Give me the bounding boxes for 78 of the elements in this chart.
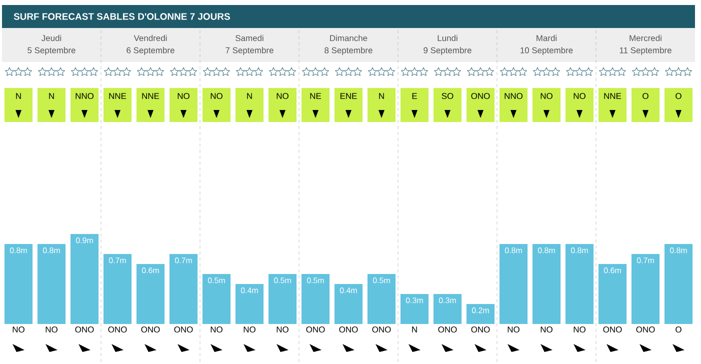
bar xyxy=(433,294,462,324)
text: O xyxy=(642,93,648,99)
bar xyxy=(37,244,66,324)
text: NO xyxy=(540,93,552,99)
text: Mercredi xyxy=(630,34,662,42)
text: 9 Septembre xyxy=(424,47,472,55)
bar xyxy=(499,244,528,324)
x-tick-label: ONO xyxy=(636,326,655,333)
bar xyxy=(235,284,264,324)
text: 11 Septembre xyxy=(620,47,672,55)
text: NNE xyxy=(142,93,160,99)
bar xyxy=(70,234,99,324)
text: N xyxy=(16,93,21,99)
x-tick-label: ONO xyxy=(108,326,127,333)
text: NO xyxy=(276,93,288,99)
x-tick-label: ONO xyxy=(339,326,358,333)
bar xyxy=(169,254,198,324)
text: Vendredi xyxy=(134,34,167,42)
x-tick-label: ONO xyxy=(603,326,622,333)
text: NNO xyxy=(504,93,523,99)
x-tick-label: ONO xyxy=(372,326,391,333)
x-tick-label: NO xyxy=(46,326,58,333)
text: ENE xyxy=(340,93,357,99)
text: Jeudi xyxy=(42,34,62,42)
text: NO xyxy=(178,93,190,99)
text: Lundi xyxy=(438,34,458,42)
bar xyxy=(532,244,561,324)
bar xyxy=(301,274,330,324)
text: SO xyxy=(442,93,454,99)
text: Samedi xyxy=(236,34,264,42)
bar xyxy=(4,244,33,324)
chart-title: SURF FORECAST SABLES D'OLONNE 7 JOURS xyxy=(14,13,230,20)
x-tick-label: NO xyxy=(210,326,222,333)
text: NE xyxy=(310,93,322,99)
x-tick-label: O xyxy=(676,326,682,333)
text: 7 Septembre xyxy=(226,47,274,55)
text: NO xyxy=(210,93,222,99)
bar xyxy=(466,304,495,324)
text: NNE xyxy=(604,93,622,99)
text: E xyxy=(412,93,417,99)
x-tick-label: NO xyxy=(244,326,256,333)
bar xyxy=(631,254,660,324)
x-tick-label: ONO xyxy=(306,326,325,333)
x-tick-label: NO xyxy=(574,326,586,333)
text: NNE xyxy=(109,93,126,99)
text: 5 Septembre xyxy=(28,47,76,55)
bar xyxy=(565,244,594,324)
text: ONO xyxy=(471,93,490,99)
text: Dimanche xyxy=(330,34,368,42)
bar xyxy=(367,274,396,324)
x-tick-label: NO xyxy=(276,326,288,333)
x-tick-label: N xyxy=(412,326,417,332)
text: 8 Septembre xyxy=(324,47,372,55)
x-tick-label: NO xyxy=(540,326,552,333)
x-tick-label: ONO xyxy=(471,326,490,333)
bar xyxy=(202,274,231,324)
bar xyxy=(268,274,297,324)
text: O xyxy=(676,93,682,99)
bar xyxy=(400,294,429,324)
x-tick-label: NO xyxy=(12,326,24,333)
text: N xyxy=(247,93,252,99)
bar xyxy=(103,254,132,324)
x-tick-label: ONO xyxy=(438,326,457,333)
text: N xyxy=(379,93,384,99)
text: NNO xyxy=(76,93,94,99)
bar xyxy=(598,264,627,324)
text: NO xyxy=(574,93,586,99)
x-tick-label: NO xyxy=(508,326,520,333)
text: 10 Septembre xyxy=(520,47,573,55)
bar xyxy=(334,284,363,324)
x-tick-label: ONO xyxy=(75,326,94,333)
x-tick-label: ONO xyxy=(141,326,160,333)
x-tick-label: ONO xyxy=(174,326,193,333)
bar xyxy=(136,264,165,324)
text: N xyxy=(49,93,54,99)
bar xyxy=(664,244,693,324)
text: 6 Septembre xyxy=(126,47,174,55)
text: Mardi xyxy=(536,34,557,42)
